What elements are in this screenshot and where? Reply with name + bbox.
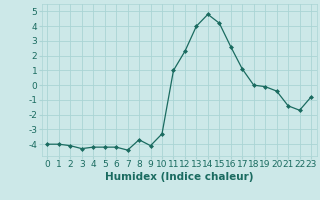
X-axis label: Humidex (Indice chaleur): Humidex (Indice chaleur) xyxy=(105,172,253,182)
